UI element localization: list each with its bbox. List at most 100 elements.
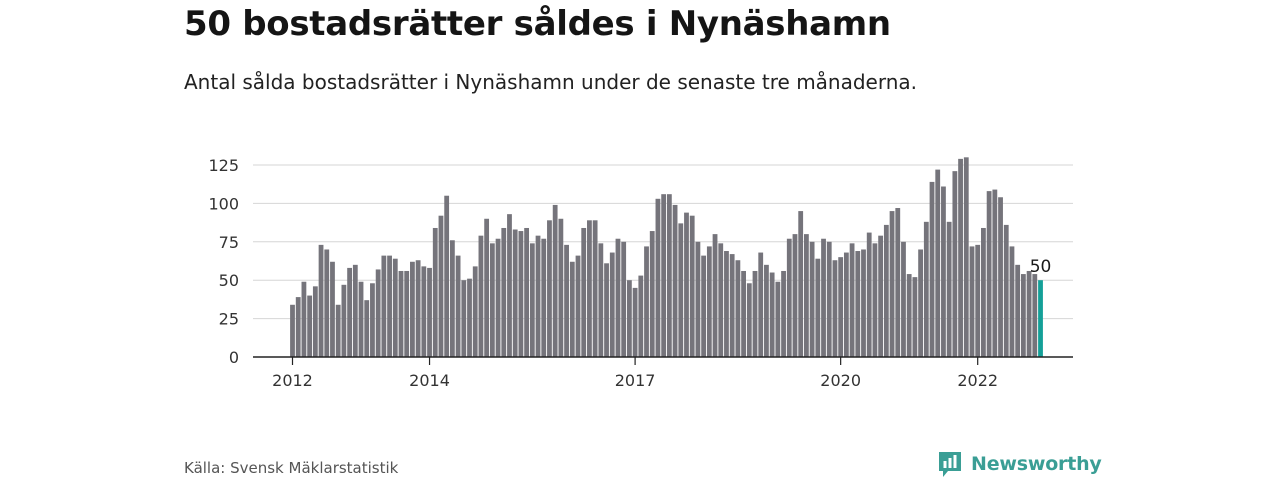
bar xyxy=(1020,274,1026,357)
bar xyxy=(975,244,981,357)
bar xyxy=(615,238,621,357)
bar xyxy=(318,244,324,357)
bar xyxy=(489,243,495,357)
bar xyxy=(981,227,986,357)
bar xyxy=(923,221,929,357)
bar xyxy=(421,266,427,357)
bar xyxy=(821,238,826,357)
bar xyxy=(798,211,804,357)
bar xyxy=(547,220,552,357)
bar xyxy=(781,270,786,357)
bar xyxy=(604,263,609,357)
bar xyxy=(358,281,364,357)
bar xyxy=(1009,246,1015,357)
bar xyxy=(661,194,667,357)
bar xyxy=(626,280,632,357)
bar xyxy=(307,295,313,357)
bar xyxy=(290,304,295,357)
bar xyxy=(804,234,809,357)
bar xyxy=(695,241,701,357)
bar xyxy=(838,257,844,357)
bar xyxy=(427,267,432,357)
y-tick-label: 0 xyxy=(229,348,239,367)
bar xyxy=(312,286,318,357)
bar xyxy=(335,304,341,357)
bar xyxy=(575,255,581,357)
bar xyxy=(849,243,855,357)
bar xyxy=(592,220,598,357)
bar xyxy=(746,283,752,357)
bar xyxy=(649,231,655,357)
bar xyxy=(963,157,969,357)
bar xyxy=(1003,224,1009,357)
x-tick-label: 2017 xyxy=(615,371,656,390)
bar xyxy=(952,171,958,357)
bar xyxy=(992,189,998,357)
x-tick-label: 2014 xyxy=(409,371,450,390)
bar xyxy=(684,212,689,357)
bar xyxy=(889,211,895,357)
bar xyxy=(295,297,301,357)
bar xyxy=(706,246,712,357)
bar xyxy=(672,204,678,357)
bar xyxy=(352,264,358,357)
bar xyxy=(461,280,467,357)
bar xyxy=(632,287,638,357)
bar xyxy=(364,300,370,357)
bar xyxy=(438,215,444,357)
bar xyxy=(878,235,884,357)
bar xyxy=(775,281,781,357)
x-tick-label: 2022 xyxy=(957,371,998,390)
bar-chart: 0 25 50 75 100 125 2012 2014 2017 2020 2022 50 xyxy=(208,156,1073,390)
bar xyxy=(507,214,512,357)
x-tick-label: 2012 xyxy=(272,371,313,390)
bar xyxy=(895,208,901,357)
bar xyxy=(455,255,461,357)
y-tick-label: 75 xyxy=(219,233,239,252)
bar xyxy=(621,241,627,357)
bar xyxy=(569,261,575,357)
bar xyxy=(701,255,707,357)
bar xyxy=(678,223,684,357)
bar xyxy=(478,235,484,357)
bar xyxy=(404,270,410,357)
bar xyxy=(729,254,735,357)
bar xyxy=(387,255,392,357)
bar xyxy=(324,249,330,357)
bar xyxy=(410,261,415,357)
x-tick-label: 2020 xyxy=(820,371,861,390)
source-note: Källa: Svensk Mäklarstatistik xyxy=(184,459,399,477)
bar xyxy=(946,221,952,357)
bar xyxy=(958,158,963,357)
bar xyxy=(912,277,918,357)
bar xyxy=(735,260,741,357)
bar xyxy=(524,227,530,357)
bar xyxy=(495,238,501,357)
chart-subtitle: Antal sålda bostadsrätter i Nynäshamn un… xyxy=(184,70,918,94)
bar xyxy=(552,204,558,357)
bar xyxy=(472,266,478,357)
bar xyxy=(901,241,906,357)
bar xyxy=(467,278,472,357)
bar xyxy=(969,246,975,357)
bar xyxy=(843,252,849,357)
bar xyxy=(587,220,592,357)
brand-logo[interactable]: Newsworthy xyxy=(937,449,1102,479)
y-tick-label: 50 xyxy=(219,271,239,290)
bar xyxy=(718,243,724,357)
bar xyxy=(512,229,518,357)
bar xyxy=(906,274,912,357)
bar xyxy=(398,270,404,357)
bar xyxy=(449,240,455,357)
bar xyxy=(1032,274,1038,357)
bar xyxy=(541,238,547,357)
chart-title: 50 bostadsrätter såldes i Nynäshamn xyxy=(184,4,891,44)
y-tick-label: 100 xyxy=(208,194,239,213)
bar xyxy=(918,249,923,357)
bar xyxy=(866,232,872,357)
last-value-label: 50 xyxy=(1030,257,1052,277)
bar xyxy=(375,269,381,357)
bar xyxy=(558,218,564,357)
bar xyxy=(769,272,775,357)
bar xyxy=(935,169,941,357)
